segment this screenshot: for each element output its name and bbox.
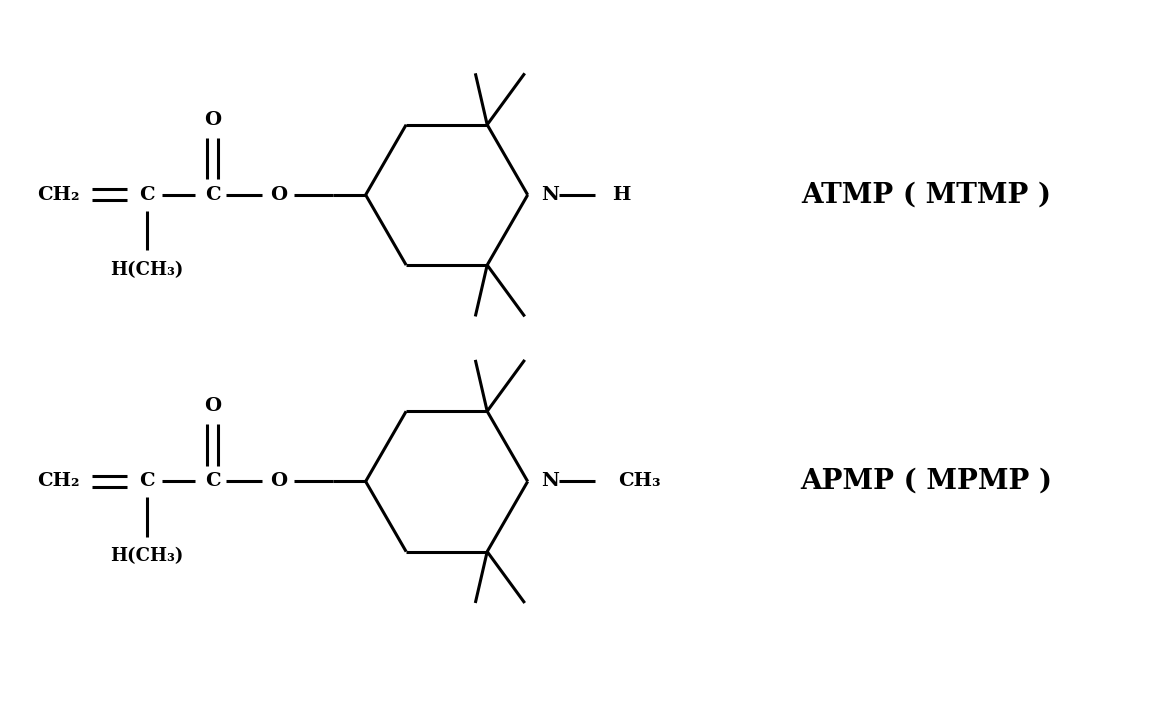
Text: N: N	[541, 186, 560, 204]
Text: CH₂: CH₂	[37, 186, 80, 204]
Text: H: H	[611, 186, 630, 204]
Text: C: C	[139, 472, 155, 491]
Text: CH₃: CH₃	[618, 472, 662, 491]
Text: C: C	[205, 186, 220, 204]
Text: CH₂: CH₂	[37, 472, 80, 491]
Text: C: C	[205, 472, 220, 491]
Text: O: O	[271, 472, 287, 491]
Text: APMP ( MPMP ): APMP ( MPMP )	[800, 468, 1052, 495]
Text: N: N	[541, 472, 560, 491]
Text: O: O	[271, 186, 287, 204]
Text: ATMP ( MTMP ): ATMP ( MTMP )	[801, 181, 1050, 208]
Text: H(CH₃): H(CH₃)	[110, 261, 184, 279]
Text: O: O	[204, 397, 221, 415]
Text: H(CH₃): H(CH₃)	[110, 548, 184, 565]
Text: C: C	[139, 186, 155, 204]
Text: O: O	[204, 111, 221, 129]
